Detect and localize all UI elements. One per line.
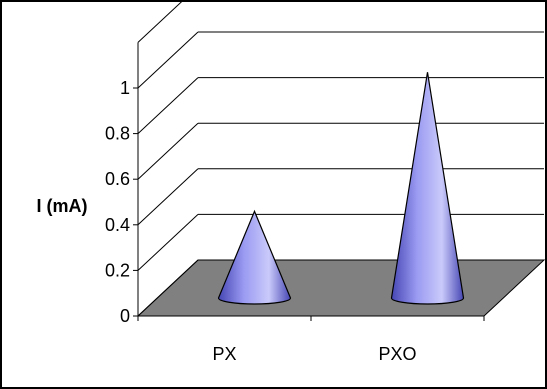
chart-floor [136,259,546,317]
cone-body-px [217,209,292,305]
gridline-side-0 [137,259,199,317]
cone-px [217,209,292,305]
gridline-side-4 [137,77,199,134]
y-tick-label-0: 0 [120,306,130,326]
gridline-side-1 [137,214,199,271]
y-tick-label-3: 0.6 [105,169,130,189]
x-tick-label-pxo: PXO [378,344,416,364]
y-tick-label-1: 0.2 [105,260,130,280]
gridline-side-5 [137,31,199,89]
gridline-side-top [137,0,185,43]
y-tick-label-4: 0.8 [105,124,130,144]
gridline-side-2 [137,168,199,226]
gridline-side-3 [137,122,199,180]
cone-pxo [390,72,465,305]
cone-body-pxo [390,72,465,305]
y-axis-label: I (mA) [37,196,88,216]
y-tick-label-5: 1 [120,78,130,98]
y-tick-label-2: 0.4 [105,215,130,235]
x-tick-label-px: PX [212,344,236,364]
